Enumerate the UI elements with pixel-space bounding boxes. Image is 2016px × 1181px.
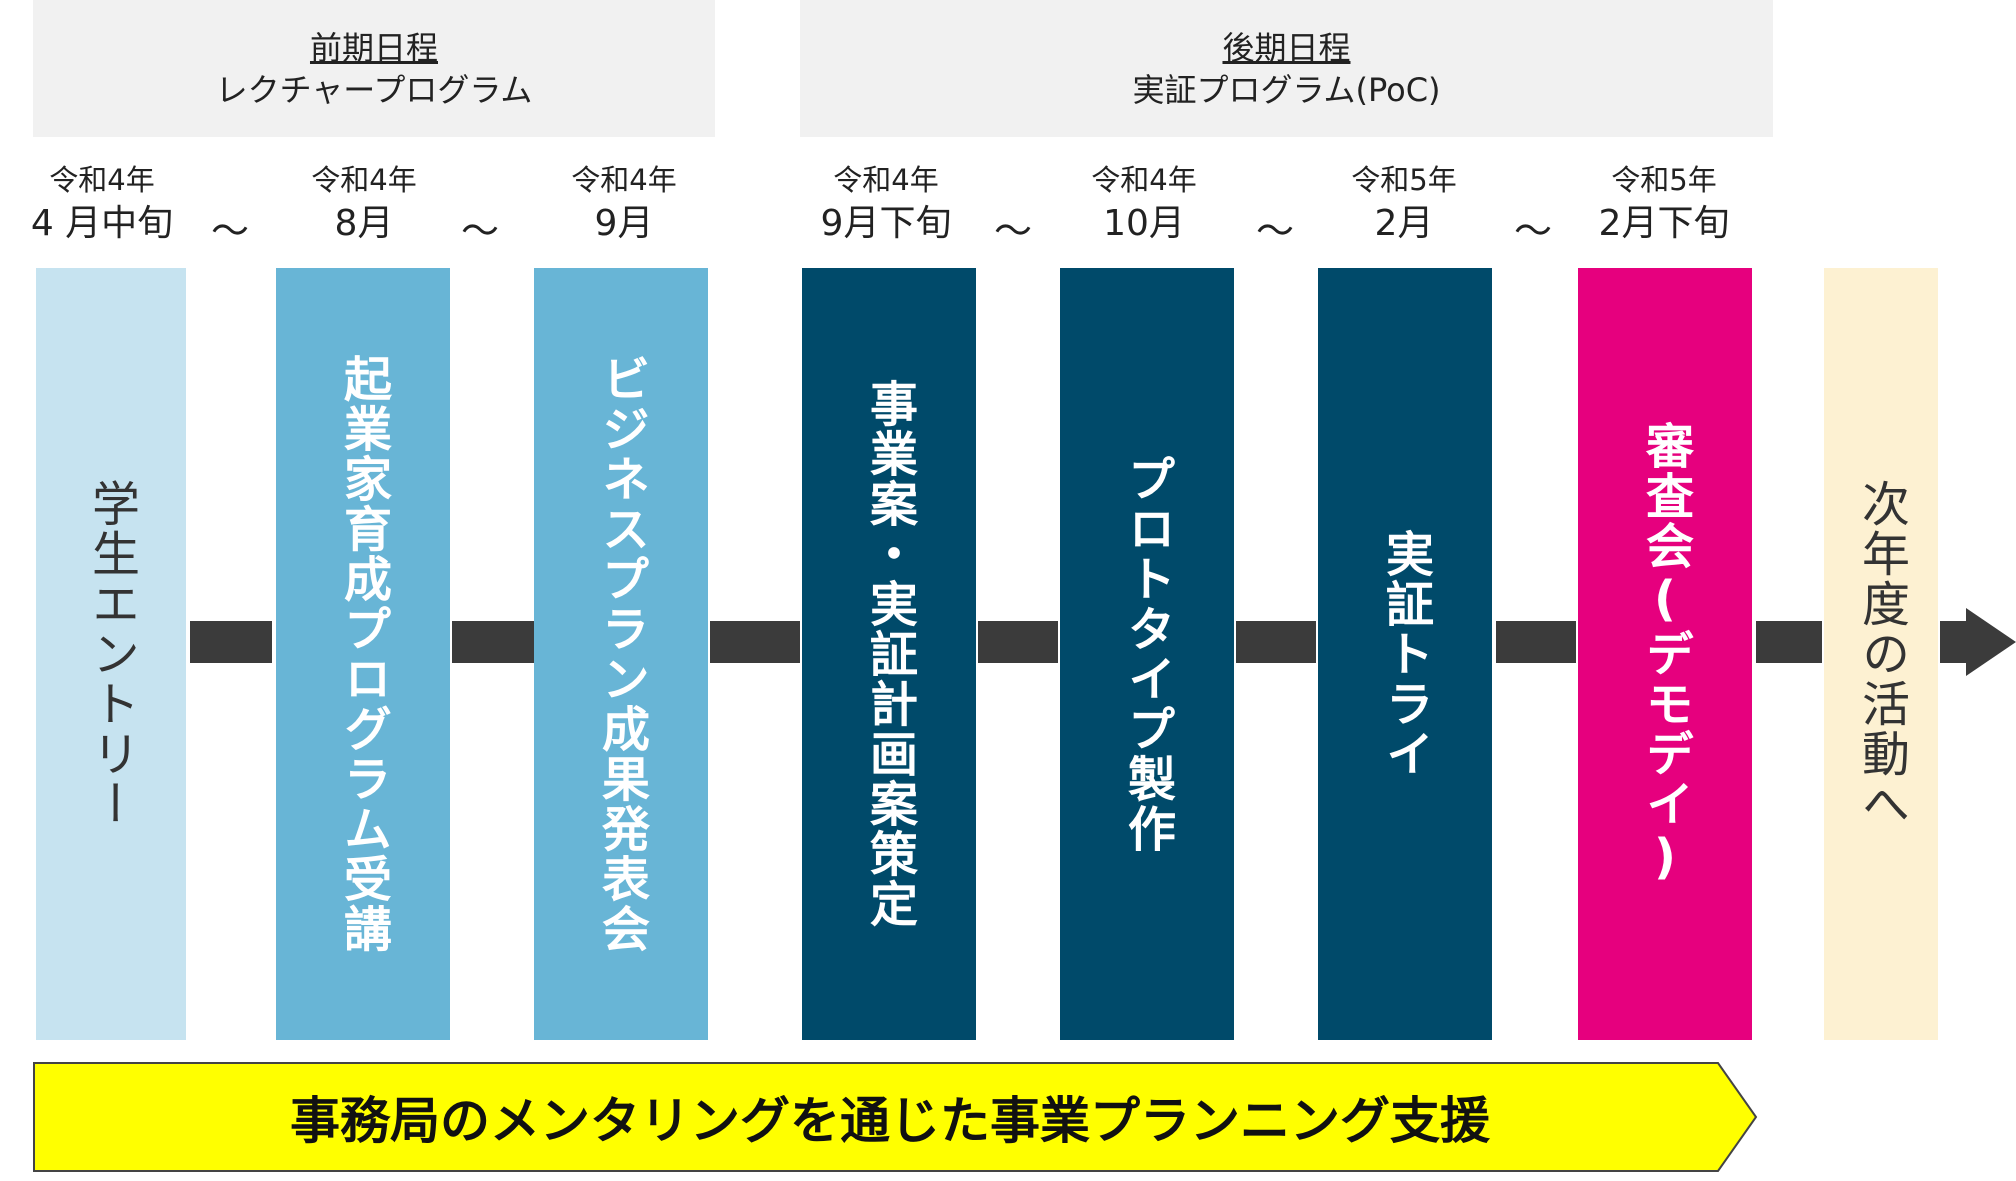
date-year: 令和4年 — [571, 163, 677, 197]
connector-bar — [978, 621, 1058, 663]
range-tilde: ～ — [1513, 209, 1552, 253]
step-next-year: 次年度の活動へ — [1824, 268, 1938, 1040]
date-year: 令和4年 — [311, 163, 417, 197]
step-label: 学生エントリー — [83, 479, 139, 829]
connector-bar — [1940, 621, 1970, 663]
phase-title: 後期日程 — [1222, 28, 1351, 67]
step-demoday: 審査会(デモデイ) — [1578, 268, 1752, 1040]
range-tilde: ～ — [210, 209, 249, 253]
step-planning: 事業案・実証計画案策定 — [802, 268, 976, 1040]
connector-bar — [1236, 621, 1316, 663]
connector-bar — [1756, 621, 1822, 663]
phase-subtitle: 実証プログラム(PoC) — [1132, 70, 1441, 109]
date-label: 令和4年 9月 — [524, 160, 724, 248]
date-year: 令和4年 — [49, 163, 155, 197]
range-tilde: ～ — [993, 209, 1032, 253]
date-label: 令和4年 4 月中旬 — [2, 160, 202, 248]
step-entry: 学生エントリー — [36, 268, 186, 1040]
step-label: 起業家育成プログラム受講 — [335, 354, 391, 954]
step-label: 次年度の活動へ — [1853, 479, 1909, 829]
date-year: 令和4年 — [1091, 163, 1197, 197]
step-label: ビジネスプラン成果発表会 — [593, 354, 649, 954]
date-month: 9月下旬 — [820, 203, 952, 244]
flow-arrow-head — [1966, 608, 2016, 676]
step-label: 事業案・実証計画案策定 — [861, 379, 917, 929]
step-lecture: 起業家育成プログラム受講 — [276, 268, 450, 1040]
connector-bar — [190, 621, 272, 663]
step-presentation: ビジネスプラン成果発表会 — [534, 268, 708, 1040]
phase-header-late: 後期日程 実証プログラム(PoC) — [800, 0, 1773, 137]
date-year: 令和5年 — [1611, 163, 1717, 197]
date-year: 令和5年 — [1351, 163, 1457, 197]
step-prototype: プロトタイプ製作 — [1060, 268, 1234, 1040]
step-label: プロトタイプ製作 — [1119, 454, 1175, 854]
date-label: 令和5年 2月 — [1304, 160, 1504, 248]
date-label: 令和4年 8月 — [264, 160, 464, 248]
step-label: 実証トライ — [1377, 529, 1433, 779]
step-trial: 実証トライ — [1318, 268, 1492, 1040]
range-tilde: ～ — [460, 209, 499, 253]
connector-bar — [1496, 621, 1576, 663]
date-label: 令和5年 2月下旬 — [1564, 160, 1764, 248]
banner-text: 事務局のメンタリングを通じた事業プランニング支援 — [290, 1092, 1490, 1150]
connector-bar — [452, 621, 534, 663]
phase-subtitle: レクチャープログラム — [215, 70, 533, 109]
date-month: 2月下旬 — [1598, 203, 1730, 244]
date-label: 令和4年 9月下旬 — [786, 160, 986, 248]
date-year: 令和4年 — [833, 163, 939, 197]
date-label: 令和4年 10月 — [1044, 160, 1244, 248]
range-tilde: ～ — [1255, 209, 1294, 253]
date-month: 2月 — [1374, 203, 1434, 244]
banner-arrow — [33, 1062, 1758, 1172]
date-month: 10月 — [1103, 203, 1185, 244]
step-label: 審査会(デモデイ) — [1637, 421, 1693, 887]
date-month: 8月 — [334, 203, 394, 244]
date-month: 9月 — [594, 203, 654, 244]
connector-bar — [710, 621, 800, 663]
date-month: 4 月中旬 — [30, 203, 174, 244]
phase-header-early: 前期日程 レクチャープログラム — [33, 0, 715, 137]
phase-title: 前期日程 — [309, 28, 438, 67]
